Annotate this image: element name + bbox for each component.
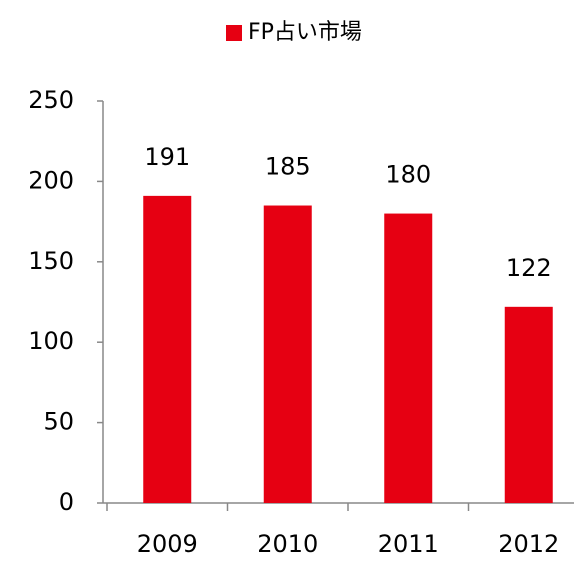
y-tick-label: 250	[28, 86, 74, 114]
data-label: 191	[144, 143, 190, 171]
data-label: 185	[265, 153, 311, 181]
bar	[384, 213, 433, 503]
data-label: 180	[385, 161, 431, 189]
x-tick-label: 2009	[137, 530, 198, 557]
y-tick-label: 100	[28, 327, 74, 355]
x-tick-label: 2012	[498, 530, 559, 557]
bar	[263, 205, 312, 503]
y-tick-label: 150	[28, 247, 74, 275]
y-tick-label: 0	[59, 488, 74, 516]
legend-swatch	[226, 25, 242, 41]
bar	[504, 306, 553, 503]
bar	[143, 195, 192, 503]
legend-label: FP占い市場	[248, 20, 362, 45]
legend: FP占い市場	[226, 20, 362, 45]
x-tick-label: 2010	[257, 530, 318, 557]
y-tick-label: 200	[28, 166, 74, 194]
y-tick-label: 50	[43, 408, 74, 436]
data-label: 122	[506, 254, 552, 282]
x-tick-label: 2011	[378, 530, 439, 557]
